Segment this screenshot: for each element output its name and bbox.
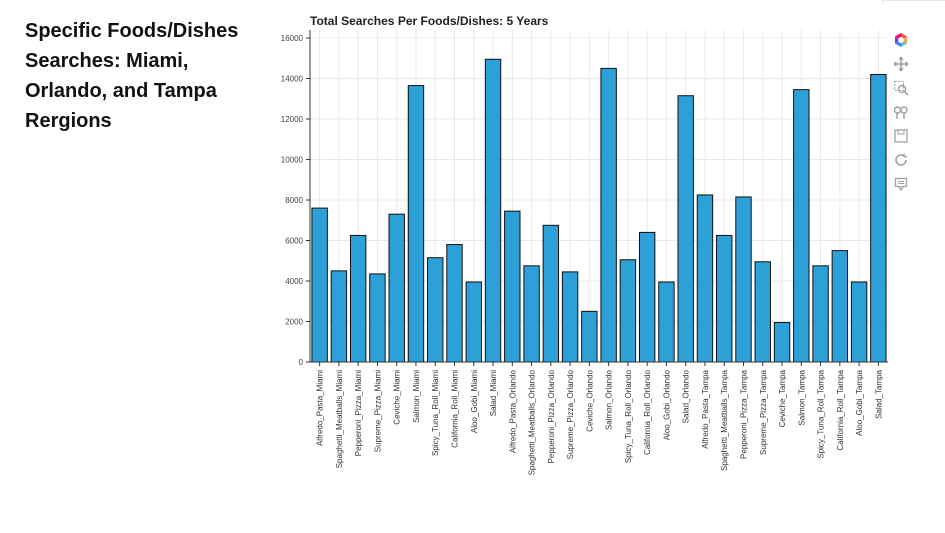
x-tick-label: Alfredo_Pasta_Orlando bbox=[508, 369, 517, 453]
bar-california-roll-miami bbox=[446, 244, 463, 363]
x-tick-label: Pepperoni_Pizza_Tampa bbox=[740, 369, 749, 458]
bar-ceviche-miami bbox=[388, 213, 405, 363]
page-heading: Specific Foods/Dishes Searches: Miami, O… bbox=[25, 20, 239, 132]
logo-segment bbox=[901, 33, 908, 39]
grid bbox=[310, 30, 888, 363]
x-tick-label: Salmon_Tampa bbox=[797, 369, 806, 425]
y-tick-label: 6000 bbox=[285, 237, 303, 246]
bar-salmon-tampa bbox=[793, 89, 810, 363]
logo-segment bbox=[894, 33, 901, 39]
bar-salmon-orlando bbox=[600, 67, 617, 363]
x-tick-label: Ceviche_Miami bbox=[393, 370, 402, 425]
pan-icon[interactable] bbox=[890, 52, 912, 76]
bar-spaghetti-meatballs-miami bbox=[330, 270, 348, 363]
bar-salmon-miami bbox=[407, 85, 425, 363]
bar-aloo-gobi-orlando bbox=[658, 281, 675, 363]
x-tick-label: Supreme_Pizza_Miami bbox=[373, 370, 382, 452]
bar-pepperoni-pizza-tampa bbox=[735, 196, 752, 363]
y-tick-label: 16000 bbox=[281, 34, 304, 43]
chart-toolbar bbox=[889, 28, 913, 196]
bar-spaghetti-meatballs-orlando bbox=[523, 265, 540, 363]
hover-icon[interactable] bbox=[890, 172, 912, 196]
x-tick-label: Spicy_Tuna_Roll_Orlando bbox=[624, 369, 633, 463]
save-icon[interactable] bbox=[890, 124, 912, 148]
bar-supreme-pizza-tampa bbox=[754, 261, 771, 363]
bar-supreme-pizza-orlando bbox=[561, 271, 579, 363]
bar-salad-miami bbox=[484, 58, 502, 363]
x-tick-label: Salmon_Miami bbox=[412, 370, 421, 423]
bars bbox=[311, 58, 887, 363]
x-tick-label: Spaghetti_Meatballs_Miami bbox=[335, 370, 344, 468]
y-tick-label: 2000 bbox=[285, 318, 303, 327]
bar-california-roll-tampa bbox=[831, 250, 849, 363]
bar-supreme-pizza-miami bbox=[369, 273, 386, 363]
bar-pepperoni-pizza-orlando bbox=[542, 224, 560, 363]
logo-segment bbox=[903, 36, 908, 44]
bar-alfredo-pasta-orlando bbox=[504, 210, 521, 363]
x-tick-label: Aloo_Gobi_Tampa bbox=[855, 369, 864, 435]
x-tick-label: California_Roll_Miami bbox=[451, 370, 460, 448]
bar-alfredo-pasta-miami bbox=[311, 207, 328, 363]
axes bbox=[309, 30, 888, 363]
x-tick-label: Alfredo_Pasta_Miami bbox=[316, 370, 325, 446]
bar-spicy-tuna-roll-miami bbox=[427, 257, 444, 363]
bar-pepperoni-pizza-miami bbox=[349, 234, 367, 363]
bar-spicy-tuna-roll-orlando bbox=[619, 259, 637, 363]
logo-segment bbox=[894, 36, 899, 44]
x-tick-label: Salad_Tampa bbox=[874, 369, 883, 418]
wheel-zoom-icon[interactable] bbox=[890, 100, 912, 124]
bar-aloo-gobi-miami bbox=[465, 281, 482, 363]
x-tick-label: Supreme_Pizza_Tampa bbox=[759, 369, 768, 454]
x-tick-label: Aloo_Gobi_Orlando bbox=[662, 369, 671, 440]
x-axis-ticks: Alfredo_Pasta_Miami Spaghetti_Meatballs_M… bbox=[316, 362, 883, 475]
bar-ceviche-tampa bbox=[773, 322, 791, 363]
x-tick-label: California_Roll_Orlando bbox=[643, 369, 652, 454]
box-zoom-icon[interactable] bbox=[890, 76, 912, 100]
top-divider bbox=[882, 0, 945, 1]
bar-california-roll-orlando bbox=[638, 231, 656, 363]
bar-alfredo-pasta-tampa bbox=[696, 194, 714, 363]
x-tick-label: California_Roll_Tampa bbox=[836, 369, 845, 450]
toolbar-divider bbox=[882, 0, 883, 3]
chart-title: Total Searches Per Foods/Dishes: 5 Years bbox=[310, 14, 549, 28]
y-tick-label: 10000 bbox=[281, 156, 304, 165]
x-tick-label: Salmon_Orlando bbox=[605, 369, 614, 430]
logo-segment bbox=[901, 41, 908, 47]
x-tick-label: Aloo_Gobi_Miami bbox=[470, 370, 479, 433]
bar-ceviche-orlando bbox=[581, 310, 598, 363]
bar-salad-tampa bbox=[870, 73, 887, 363]
y-tick-label: 4000 bbox=[285, 277, 303, 286]
bar-spaghetti-meatballs-tampa bbox=[716, 234, 733, 363]
y-axis-ticks: 0 2000 4000 6000 8000 10000 12000 14000 16000 bbox=[281, 34, 310, 367]
reset-icon[interactable] bbox=[890, 148, 912, 172]
y-tick-label: 8000 bbox=[285, 196, 303, 205]
x-tick-label: Spaghetti_Meatballs_Tampa bbox=[720, 369, 729, 471]
bokeh-logo-icon[interactable] bbox=[890, 28, 912, 52]
bar-spicy-tuna-roll-tampa bbox=[812, 265, 829, 363]
x-tick-label: Salad_Miami bbox=[489, 370, 498, 416]
y-tick-label: 14000 bbox=[281, 75, 304, 84]
x-tick-label: Alfredo_Pasta_Tampa bbox=[701, 369, 710, 448]
x-tick-label: Pepperoni_Pizza_Orlando bbox=[547, 369, 556, 463]
x-tick-label: Spicy_Tuna_Roll_Miami bbox=[431, 370, 440, 456]
x-tick-label: Spicy_Tuna_Roll_Tampa bbox=[817, 369, 826, 458]
x-tick-label: Pepperoni_Pizza_Miami bbox=[354, 370, 363, 456]
x-tick-label: Ceviche_Tampa bbox=[778, 369, 787, 427]
x-tick-label: Supreme_Pizza_Orlando bbox=[566, 369, 575, 459]
bar-aloo-gobi-tampa bbox=[850, 281, 868, 363]
x-tick-label: Salad_Orlando bbox=[682, 369, 691, 423]
bar-salad-orlando bbox=[677, 95, 694, 363]
y-tick-label: 12000 bbox=[281, 115, 304, 124]
logo-segment bbox=[894, 41, 901, 47]
y-tick-label: 0 bbox=[299, 358, 304, 367]
x-tick-label: Spaghetti_Meatballs_Orlando bbox=[528, 369, 537, 475]
x-tick-label: Ceviche_Orlando bbox=[585, 369, 594, 431]
